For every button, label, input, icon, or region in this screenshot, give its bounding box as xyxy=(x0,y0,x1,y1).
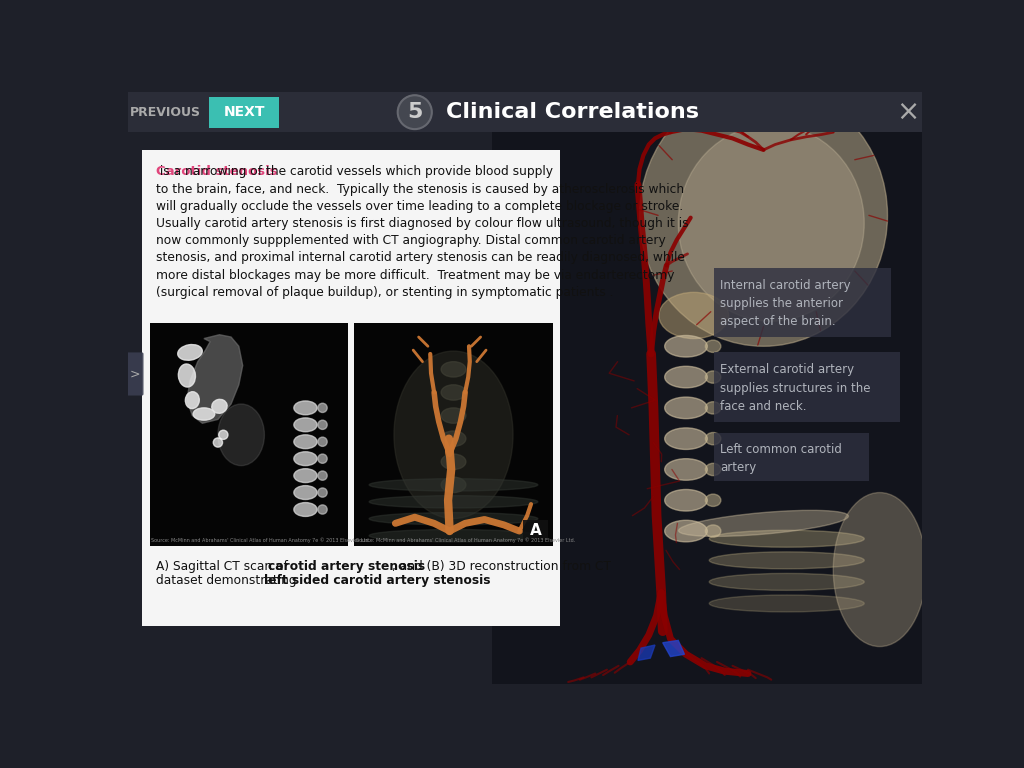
Ellipse shape xyxy=(317,437,328,446)
Polygon shape xyxy=(663,641,684,657)
Ellipse shape xyxy=(317,471,328,480)
Ellipse shape xyxy=(706,340,721,353)
Ellipse shape xyxy=(665,489,708,511)
Ellipse shape xyxy=(658,293,729,339)
Ellipse shape xyxy=(178,364,196,387)
Ellipse shape xyxy=(294,452,317,465)
FancyBboxPatch shape xyxy=(714,268,891,337)
Text: 5: 5 xyxy=(408,102,423,122)
Ellipse shape xyxy=(218,404,264,465)
Ellipse shape xyxy=(212,399,227,413)
Ellipse shape xyxy=(178,345,203,360)
Ellipse shape xyxy=(294,418,317,432)
Text: A: A xyxy=(529,523,542,538)
Polygon shape xyxy=(638,645,655,660)
FancyBboxPatch shape xyxy=(126,353,143,396)
Text: Clinical Correlations: Clinical Correlations xyxy=(445,102,698,122)
Ellipse shape xyxy=(665,458,708,480)
Ellipse shape xyxy=(665,428,708,449)
Text: .: . xyxy=(442,574,446,588)
Text: ×: × xyxy=(896,98,920,126)
Ellipse shape xyxy=(317,488,328,497)
Ellipse shape xyxy=(834,492,927,647)
Ellipse shape xyxy=(441,431,466,446)
Ellipse shape xyxy=(706,494,721,506)
Ellipse shape xyxy=(710,552,864,569)
Ellipse shape xyxy=(441,362,466,377)
Ellipse shape xyxy=(706,463,721,475)
Ellipse shape xyxy=(665,366,708,388)
FancyBboxPatch shape xyxy=(128,92,922,132)
Polygon shape xyxy=(187,335,243,423)
Ellipse shape xyxy=(640,84,888,346)
Text: Carotid stenosis: Carotid stenosis xyxy=(156,165,278,178)
Text: , and (B) 3D reconstruction from CT: , and (B) 3D reconstruction from CT xyxy=(391,561,610,574)
FancyBboxPatch shape xyxy=(128,92,922,684)
Text: NEXT: NEXT xyxy=(223,105,265,119)
Ellipse shape xyxy=(370,512,538,525)
Ellipse shape xyxy=(706,432,721,445)
Ellipse shape xyxy=(194,408,215,420)
Ellipse shape xyxy=(706,525,721,538)
FancyBboxPatch shape xyxy=(714,353,900,422)
FancyBboxPatch shape xyxy=(714,433,869,481)
Ellipse shape xyxy=(317,454,328,463)
FancyBboxPatch shape xyxy=(209,97,280,127)
FancyBboxPatch shape xyxy=(493,132,922,684)
FancyBboxPatch shape xyxy=(354,323,553,547)
Ellipse shape xyxy=(294,502,317,516)
Ellipse shape xyxy=(710,574,864,591)
Circle shape xyxy=(219,430,228,439)
Text: >: > xyxy=(130,367,140,380)
Ellipse shape xyxy=(706,371,721,383)
Ellipse shape xyxy=(294,435,317,449)
Text: is a narrowing of the carotid vessels which provide blood supply
to the brain, f: is a narrowing of the carotid vessels wh… xyxy=(156,165,688,299)
Ellipse shape xyxy=(370,529,538,542)
Ellipse shape xyxy=(665,397,708,419)
Circle shape xyxy=(397,95,432,129)
Ellipse shape xyxy=(294,485,317,499)
Ellipse shape xyxy=(710,530,864,548)
Ellipse shape xyxy=(665,520,708,542)
Ellipse shape xyxy=(394,351,513,518)
Ellipse shape xyxy=(706,402,721,414)
Text: External carotid artery
supplies structures in the
face and neck.: External carotid artery supplies structu… xyxy=(720,363,870,413)
Text: carotid artery stenosis: carotid artery stenosis xyxy=(267,561,425,574)
Ellipse shape xyxy=(317,420,328,429)
Text: Source: McMinn and Abrahams' Clinical Atlas of Human Anatomy 7e © 2013 Elsevier : Source: McMinn and Abrahams' Clinical At… xyxy=(152,538,371,544)
Ellipse shape xyxy=(370,478,538,491)
Text: Internal carotid artery
supplies the anterior
aspect of the brain.: Internal carotid artery supplies the ant… xyxy=(720,279,851,329)
Text: dataset demonstrating: dataset demonstrating xyxy=(156,574,300,588)
Polygon shape xyxy=(187,335,243,423)
FancyBboxPatch shape xyxy=(523,520,548,541)
Ellipse shape xyxy=(441,477,466,492)
Ellipse shape xyxy=(441,385,466,400)
Ellipse shape xyxy=(441,408,466,423)
Text: PREVIOUS: PREVIOUS xyxy=(130,106,201,119)
Ellipse shape xyxy=(665,336,708,357)
Text: Source: McMinn and Abrahams' Clinical Atlas of Human Anatomy 7e © 2013 Elsevier : Source: McMinn and Abrahams' Clinical At… xyxy=(356,538,575,544)
Ellipse shape xyxy=(441,454,466,469)
Ellipse shape xyxy=(710,595,864,612)
Text: Left common carotid
artery: Left common carotid artery xyxy=(720,442,842,474)
Ellipse shape xyxy=(317,403,328,412)
Ellipse shape xyxy=(294,401,317,415)
Circle shape xyxy=(213,438,222,447)
Text: left sided carotid artery stenosis: left sided carotid artery stenosis xyxy=(264,574,490,588)
FancyBboxPatch shape xyxy=(150,323,348,547)
Ellipse shape xyxy=(317,505,328,514)
Ellipse shape xyxy=(679,510,849,536)
FancyBboxPatch shape xyxy=(142,150,560,626)
Text: A) Sagittal CT scan of: A) Sagittal CT scan of xyxy=(156,561,292,574)
Ellipse shape xyxy=(678,125,864,321)
Ellipse shape xyxy=(370,495,538,508)
Ellipse shape xyxy=(185,392,200,409)
Ellipse shape xyxy=(294,468,317,482)
